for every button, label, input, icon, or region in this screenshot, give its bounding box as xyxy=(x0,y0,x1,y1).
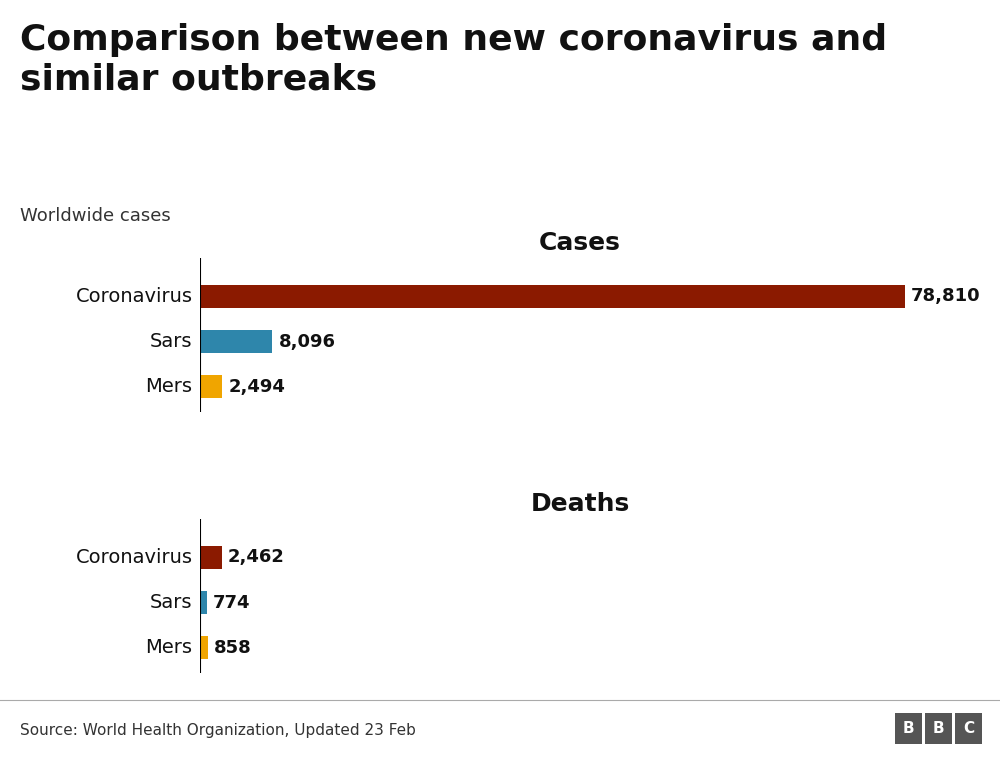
Text: 2,494: 2,494 xyxy=(228,378,285,396)
Bar xyxy=(200,591,207,615)
Text: 8,096: 8,096 xyxy=(278,332,335,350)
Text: 2,462: 2,462 xyxy=(228,548,285,566)
Bar xyxy=(200,375,222,399)
Text: Cases: Cases xyxy=(539,231,621,255)
Text: 858: 858 xyxy=(214,639,252,657)
Text: Worldwide cases: Worldwide cases xyxy=(20,207,171,225)
Text: C: C xyxy=(963,721,974,737)
Bar xyxy=(200,636,208,659)
Text: B: B xyxy=(933,721,944,737)
Text: 78,810: 78,810 xyxy=(911,288,980,306)
Text: Coronavirus: Coronavirus xyxy=(75,287,192,306)
Text: Deaths: Deaths xyxy=(530,492,630,516)
Text: Comparison between new coronavirus and
similar outbreaks: Comparison between new coronavirus and s… xyxy=(20,23,887,97)
Text: Sars: Sars xyxy=(150,332,192,351)
Bar xyxy=(200,285,905,308)
Bar xyxy=(200,546,222,569)
Text: B: B xyxy=(903,721,914,737)
Text: Sars: Sars xyxy=(150,593,192,612)
Text: Mers: Mers xyxy=(145,377,192,396)
Text: Source: World Health Organization, Updated 23 Feb: Source: World Health Organization, Updat… xyxy=(20,723,416,738)
Bar xyxy=(200,330,272,353)
Text: Mers: Mers xyxy=(145,638,192,657)
Text: 774: 774 xyxy=(213,594,251,612)
Text: Coronavirus: Coronavirus xyxy=(75,548,192,567)
